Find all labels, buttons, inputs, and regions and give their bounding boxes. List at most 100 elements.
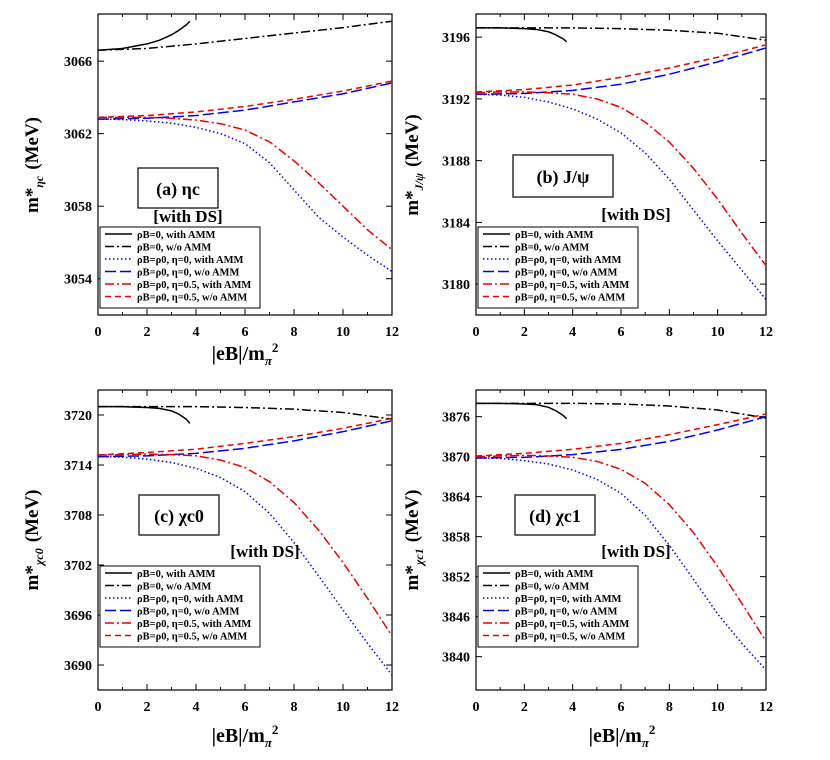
y-axis-label: m*ηc (MeV) bbox=[22, 117, 46, 213]
y-axis-label-unit: (MeV) bbox=[22, 490, 43, 543]
x-tick-label: 6 bbox=[242, 700, 249, 715]
x-tick-label: 12 bbox=[759, 325, 773, 340]
panel-label: (d) χc1 bbox=[529, 506, 581, 527]
series-line bbox=[98, 405, 392, 420]
y-tick-label: 3058 bbox=[64, 200, 92, 215]
y-tick-label: 3690 bbox=[64, 659, 92, 674]
x-tick-label: 10 bbox=[711, 325, 725, 340]
legend-entry: ρB=ρ0, η=0, w/o AMM bbox=[515, 268, 617, 279]
y-axis-label-sub: χc0 bbox=[32, 548, 46, 567]
series-line bbox=[98, 417, 392, 456]
x-tick-label: 2 bbox=[144, 325, 151, 340]
y-tick-label: 3864 bbox=[442, 491, 470, 506]
x-tick-label: 12 bbox=[385, 700, 399, 715]
x-tick-label: 8 bbox=[291, 700, 298, 715]
series-line bbox=[476, 47, 766, 96]
legend-entry: ρB=ρ0, η=0.5, with AMM bbox=[137, 619, 251, 630]
legend-entry: ρB=ρ0, η=0.5, with AMM bbox=[515, 280, 629, 291]
x-tick-label: 10 bbox=[336, 700, 350, 715]
series-line bbox=[98, 455, 392, 676]
series-line bbox=[476, 27, 766, 41]
y-tick-label: 3714 bbox=[64, 459, 92, 474]
ds-label: [with DS] bbox=[153, 207, 222, 226]
series-line bbox=[476, 402, 568, 420]
y-axis-label-main: m* bbox=[22, 188, 43, 213]
series-line bbox=[98, 453, 392, 637]
y-tick-label: 3184 bbox=[442, 216, 470, 231]
series-line bbox=[98, 20, 191, 52]
x-axis-label-left: |eB|/mπ2 bbox=[212, 340, 279, 368]
x-tick-label: 10 bbox=[711, 700, 725, 715]
legend-entry: ρB=0, with AMM bbox=[515, 230, 593, 241]
y-tick-label: 3852 bbox=[442, 571, 470, 586]
x-tick-label: 4 bbox=[193, 325, 200, 340]
panel-c: m*χc0 (MeV) 0 2 4 6 8 10 12 3690 3696 3702 3708 3714… bbox=[22, 389, 399, 715]
x-tick-label: 0 bbox=[95, 700, 102, 715]
legend-entry: ρB=ρ0, η=0, with AMM bbox=[515, 255, 622, 266]
legend-entry: ρB=0, with AMM bbox=[137, 230, 215, 241]
y-axis-label-unit: (MeV) bbox=[402, 114, 423, 167]
y-tick-label: 3696 bbox=[64, 609, 92, 624]
legend-entry: ρB=ρ0, η=0, with AMM bbox=[137, 255, 244, 266]
legend-box bbox=[477, 226, 639, 309]
legend-entry: ρB=0, w/o AMM bbox=[515, 243, 589, 254]
series-line bbox=[476, 457, 766, 671]
y-axis-label-sub: ηc bbox=[32, 175, 46, 188]
x-tick-label: 2 bbox=[521, 325, 528, 340]
series-line bbox=[98, 82, 392, 120]
y-tick-label: 3840 bbox=[442, 651, 470, 666]
y-tick-label: 3876 bbox=[442, 411, 470, 426]
y-axis-label-main: m* bbox=[22, 565, 43, 590]
x-tick-label: 4 bbox=[193, 700, 200, 715]
y-tick-label: 3054 bbox=[64, 273, 92, 288]
y-tick-label: 3196 bbox=[442, 31, 470, 46]
x-tick-label: 6 bbox=[242, 325, 249, 340]
x-tick-label: 8 bbox=[291, 325, 298, 340]
legend-entry: ρB=ρ0, η=0, with AMM bbox=[137, 594, 244, 605]
y-tick-label: 3188 bbox=[442, 155, 470, 170]
x-tick-label: 12 bbox=[759, 700, 773, 715]
y-axis-label: m*χc0 (MeV) bbox=[22, 490, 46, 591]
legend-entry: ρB=ρ0, η=0.5, with AMM bbox=[137, 280, 251, 291]
series-line bbox=[476, 454, 766, 642]
series-line bbox=[98, 20, 392, 52]
legend-entry: ρB=ρ0, η=0.5, w/o AMM bbox=[137, 632, 247, 643]
ds-label: [with DS] bbox=[601, 542, 670, 561]
x-tick-label: 4 bbox=[569, 700, 576, 715]
legend-entry: ρB=ρ0, η=0.5, w/o AMM bbox=[137, 293, 247, 304]
y-tick-label: 3720 bbox=[64, 409, 92, 424]
panel-a: m*ηc (MeV) 0 2 4 6 8 10 12 3054 3058 3062 3066 (a) η… bbox=[22, 13, 399, 340]
panel-label: (c) χc0 bbox=[154, 506, 204, 527]
series-line bbox=[98, 118, 392, 273]
panel-label-box bbox=[512, 154, 614, 198]
legend-entry: ρB=ρ0, η=0, w/o AMM bbox=[137, 607, 239, 618]
panel-label-box bbox=[137, 167, 219, 209]
series-line bbox=[98, 116, 392, 251]
y-tick-label: 3702 bbox=[64, 559, 92, 574]
series-line bbox=[476, 93, 766, 301]
series-line bbox=[476, 44, 766, 93]
panel-b: m*J/ψ (MeV) 0 2 4 6 8 10 12 3180 3184 3188 3192 3196… bbox=[402, 13, 773, 340]
series-line bbox=[476, 402, 766, 419]
y-tick-label: 3846 bbox=[442, 611, 470, 626]
panel-d: m*χc1 (MeV) 0 2 4 6 8 10 12 3840 3846 3852 3858 3864… bbox=[402, 389, 773, 715]
ds-label: [with DS] bbox=[601, 205, 670, 224]
legend-entry: ρB=0, w/o AMM bbox=[137, 582, 211, 593]
ds-label: [with DS] bbox=[230, 542, 299, 561]
x-tick-label: 12 bbox=[385, 325, 399, 340]
y-axis-label: m*χc1 (MeV) bbox=[402, 490, 426, 591]
series-line bbox=[98, 420, 392, 458]
x-tick-label: 8 bbox=[666, 325, 673, 340]
x-tick-label: 2 bbox=[144, 700, 151, 715]
legend-entry: ρB=0, with AMM bbox=[515, 569, 593, 580]
series-line bbox=[476, 27, 568, 43]
panel-label: (b) J/ψ bbox=[537, 167, 591, 188]
legend-entry: ρB=0, with AMM bbox=[137, 569, 215, 580]
legend-entry: ρB=ρ0, η=0.5, w/o AMM bbox=[515, 632, 625, 643]
y-axis-label-sub: χc1 bbox=[412, 548, 426, 567]
legend-entry: ρB=ρ0, η=0, w/o AMM bbox=[137, 268, 239, 279]
legend-entry: ρB=0, w/o AMM bbox=[515, 582, 589, 593]
y-axis-label: m*J/ψ (MeV) bbox=[402, 114, 426, 215]
